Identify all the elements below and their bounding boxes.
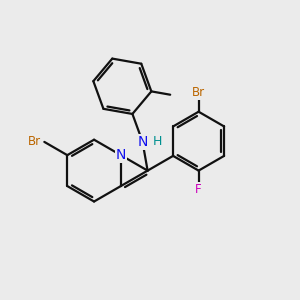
Text: N: N [116,148,126,162]
Text: Br: Br [28,135,41,148]
Text: Br: Br [192,86,205,99]
Text: N: N [137,135,148,148]
Text: F: F [195,183,202,196]
Text: H: H [153,135,163,148]
